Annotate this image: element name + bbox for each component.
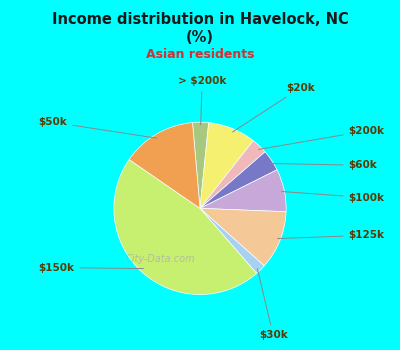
Text: $20k: $20k [232, 83, 315, 132]
Text: Asian residents: Asian residents [146, 48, 254, 61]
Wedge shape [114, 160, 256, 295]
Text: $150k: $150k [38, 262, 143, 273]
Wedge shape [200, 208, 286, 266]
Wedge shape [192, 122, 209, 208]
Text: $125k: $125k [278, 230, 385, 240]
Wedge shape [200, 208, 264, 273]
Text: City-Data.com: City-Data.com [125, 254, 195, 264]
Wedge shape [200, 141, 265, 208]
Text: > $200k: > $200k [178, 76, 226, 125]
Text: $30k: $30k [257, 268, 288, 341]
Text: $200k: $200k [258, 126, 385, 149]
Text: $60k: $60k [270, 160, 377, 170]
Wedge shape [129, 122, 200, 208]
Text: (%): (%) [186, 30, 214, 45]
Wedge shape [200, 152, 277, 208]
Wedge shape [200, 122, 253, 208]
Text: $100k: $100k [282, 191, 385, 203]
Text: $50k: $50k [38, 117, 157, 138]
Wedge shape [200, 170, 286, 212]
Text: Income distribution in Havelock, NC: Income distribution in Havelock, NC [52, 12, 348, 27]
